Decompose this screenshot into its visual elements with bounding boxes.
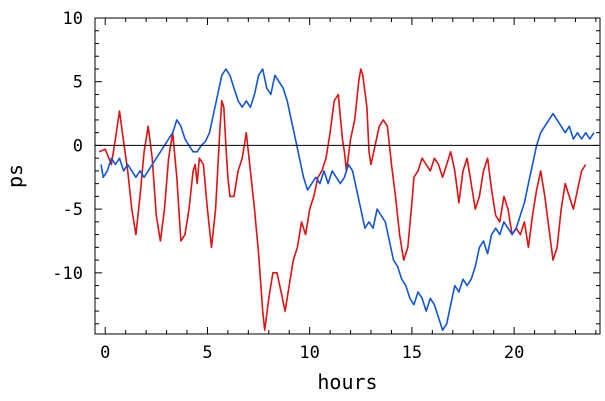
y-tick-label: -5: [63, 200, 83, 220]
x-tick-label: 10: [299, 343, 319, 363]
x-tick-label: 15: [402, 343, 422, 363]
x-tick-label: 5: [202, 343, 212, 363]
x-axis-label: hours: [317, 370, 377, 394]
y-tick-label: 0: [73, 136, 83, 156]
y-axis-label: ps: [3, 164, 27, 188]
series-line-2: [101, 69, 594, 330]
plot-frame: [95, 18, 600, 334]
y-tick-label: -10: [52, 264, 83, 284]
series-layer: [99, 69, 594, 330]
y-tick-label: 10: [63, 9, 83, 29]
tick-labels-layer: 0 5 10 15 20 10 5 0 -5 -10: [52, 9, 524, 363]
series-line-1: [99, 69, 586, 330]
ticks-layer: [95, 18, 600, 334]
y-tick-label: 5: [73, 73, 83, 93]
x-tick-label: 20: [504, 343, 524, 363]
x-tick-label: 0: [100, 343, 110, 363]
